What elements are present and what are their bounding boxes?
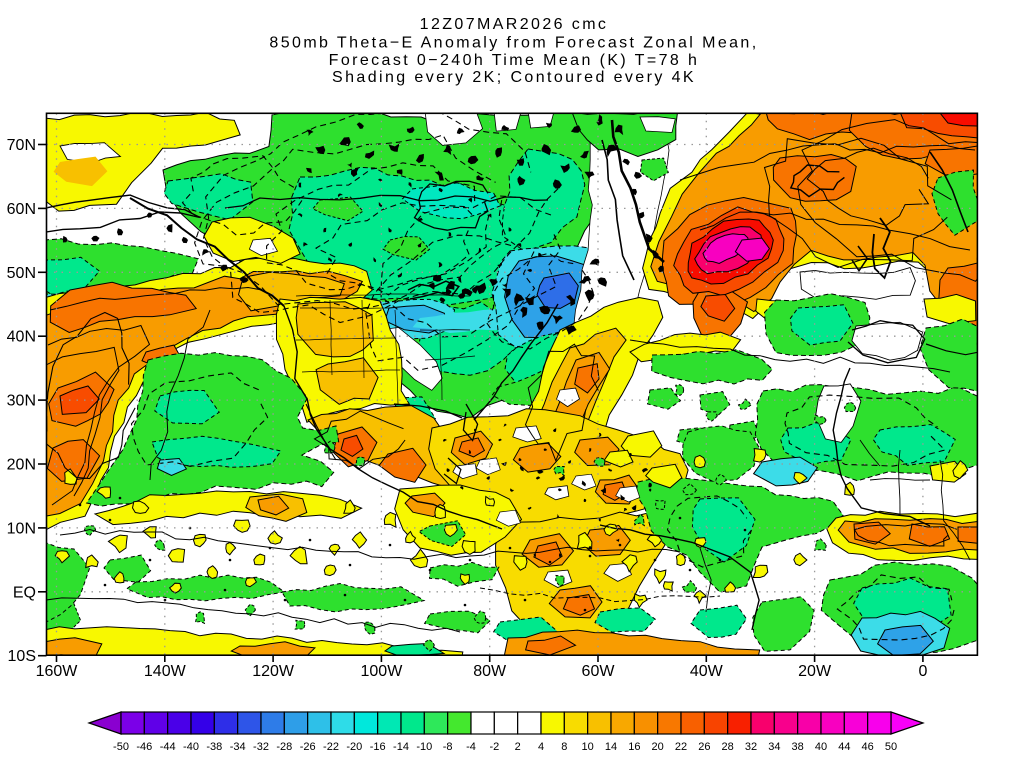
svg-text:22: 22 <box>675 741 687 753</box>
svg-text:16: 16 <box>628 741 640 753</box>
svg-text:20N: 20N <box>7 457 36 474</box>
svg-text:-10: -10 <box>416 741 432 753</box>
svg-text:44: 44 <box>838 741 850 753</box>
svg-text:2: 2 <box>515 741 521 753</box>
svg-text:-38: -38 <box>206 741 222 753</box>
svg-text:-46: -46 <box>136 741 152 753</box>
svg-text:40N: 40N <box>7 329 36 346</box>
svg-text:32: 32 <box>745 741 757 753</box>
svg-text:-26: -26 <box>300 741 316 753</box>
svg-text:12Z07MAR2026 cmc: 12Z07MAR2026 cmc <box>420 16 609 33</box>
svg-text:140W: 140W <box>144 663 187 680</box>
svg-text:-28: -28 <box>276 741 292 753</box>
svg-text:100W: 100W <box>361 663 404 680</box>
svg-text:850mb Theta−E Anomaly from For: 850mb Theta−E Anomaly from Forecast Zona… <box>269 35 758 52</box>
svg-text:-8: -8 <box>443 741 453 753</box>
svg-text:120W: 120W <box>252 663 295 680</box>
svg-text:-22: -22 <box>323 741 339 753</box>
svg-text:50: 50 <box>885 741 897 753</box>
svg-text:-4: -4 <box>466 741 476 753</box>
svg-text:160W: 160W <box>36 663 79 680</box>
svg-text:40: 40 <box>815 741 827 753</box>
svg-text:Forecast 0−240h Time Mean (K): Forecast 0−240h Time Mean (K) T=78 h <box>329 52 700 69</box>
svg-text:-32: -32 <box>253 741 269 753</box>
svg-text:EQ: EQ <box>13 584 36 601</box>
svg-text:10N: 10N <box>7 520 36 537</box>
svg-text:-44: -44 <box>160 741 176 753</box>
svg-text:70N: 70N <box>7 137 36 154</box>
svg-text:8: 8 <box>561 741 567 753</box>
svg-text:10: 10 <box>582 741 594 753</box>
svg-text:-34: -34 <box>230 741 246 753</box>
svg-text:-2: -2 <box>489 741 499 753</box>
svg-text:-50: -50 <box>113 741 129 753</box>
svg-text:4: 4 <box>538 741 544 753</box>
svg-text:30N: 30N <box>7 393 36 410</box>
svg-text:60W: 60W <box>582 663 616 680</box>
svg-text:60N: 60N <box>7 201 36 218</box>
svg-text:26: 26 <box>698 741 710 753</box>
svg-text:40W: 40W <box>690 663 724 680</box>
svg-text:34: 34 <box>768 741 780 753</box>
svg-text:Shading every 2K; Contoured ev: Shading every 2K; Contoured every 4K <box>332 69 696 86</box>
svg-text:28: 28 <box>722 741 734 753</box>
svg-text:0: 0 <box>918 663 927 680</box>
svg-text:10S: 10S <box>8 648 36 665</box>
svg-text:14: 14 <box>605 741 617 753</box>
svg-text:-20: -20 <box>346 741 362 753</box>
svg-text:20W: 20W <box>798 663 832 680</box>
svg-text:-16: -16 <box>370 741 386 753</box>
svg-text:46: 46 <box>862 741 874 753</box>
svg-text:50N: 50N <box>7 265 36 282</box>
svg-text:-40: -40 <box>183 741 199 753</box>
svg-text:-14: -14 <box>393 741 409 753</box>
svg-text:80W: 80W <box>473 663 507 680</box>
svg-text:20: 20 <box>652 741 664 753</box>
svg-text:38: 38 <box>792 741 804 753</box>
